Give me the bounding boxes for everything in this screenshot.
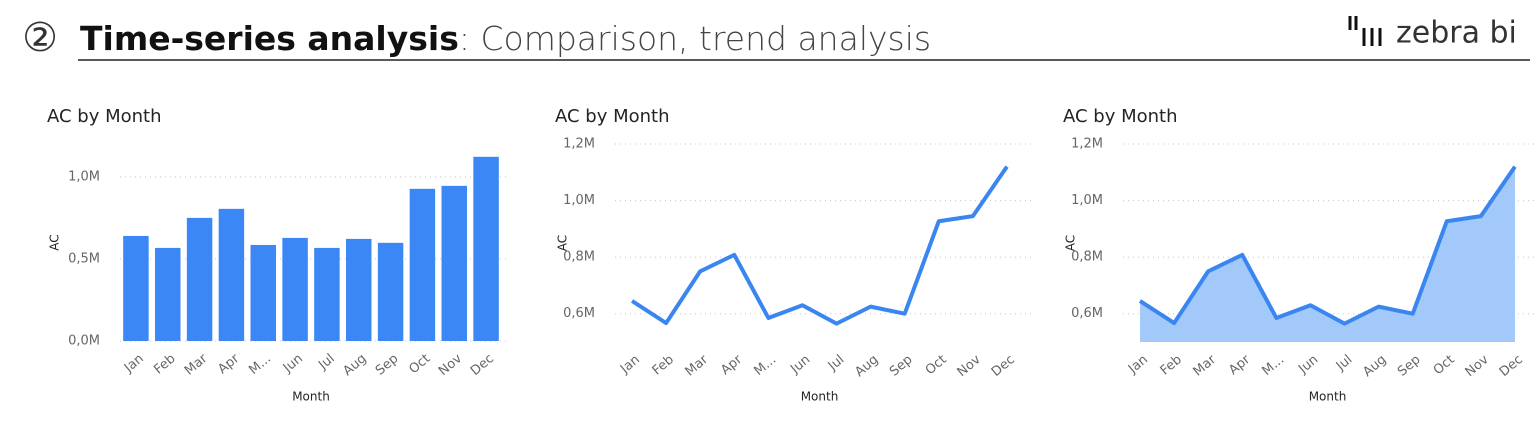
bar [473, 156, 499, 341]
bar [155, 247, 181, 341]
bar [314, 247, 340, 341]
x-tick-label: Apr [718, 352, 745, 378]
bar [346, 238, 372, 341]
logo-icon [1348, 16, 1382, 46]
bar [218, 208, 245, 341]
x-tick-label: Mar [1191, 352, 1220, 380]
bar [123, 235, 149, 341]
y-tick-label: 1,0M [1071, 193, 1103, 208]
x-tick-label: Nov [955, 352, 984, 380]
y-axis-title: AC [48, 234, 62, 250]
bar [441, 185, 467, 341]
x-axis-title: Month [292, 390, 330, 404]
chart-title: AC by Month [47, 106, 162, 127]
x-tick-label: M... [751, 352, 779, 379]
x-tick-label: Mar [182, 351, 211, 379]
x-tick-label: M... [246, 351, 274, 378]
step-number: ② [22, 15, 58, 61]
x-tick-label: Mar [683, 352, 712, 380]
x-tick-label: Sep [1395, 352, 1423, 379]
y-tick-label: 1,0M [68, 169, 100, 184]
y-tick-label: 0,0M [68, 334, 100, 349]
x-tick-label: Oct [406, 351, 433, 377]
x-axis-title: Month [801, 390, 839, 404]
x-tick-label: Jul [315, 351, 337, 373]
x-tick-label: Jun [787, 352, 813, 377]
x-tick-label: Dec [468, 351, 497, 379]
header-subtitle: : Comparison, trend analysis [459, 19, 931, 58]
header-title: Time-series analysis [80, 19, 459, 58]
x-tick-label: Aug [340, 351, 369, 379]
y-tick-label: 0,8M [1071, 250, 1103, 265]
x-tick-label: Nov [436, 351, 465, 379]
x-tick-label: Aug [852, 352, 881, 380]
y-tick-label: 0,6M [1071, 306, 1103, 321]
x-tick-label: Jul [825, 352, 847, 374]
x-tick-label: Oct [923, 352, 950, 378]
x-tick-label: Feb [650, 352, 677, 378]
x-tick-label: Nov [1463, 352, 1492, 380]
x-tick-label: Apr [1226, 352, 1253, 378]
y-tick-label: 0,8M [563, 250, 595, 265]
x-tick-label: Sep [887, 352, 915, 379]
bar [377, 242, 404, 341]
x-tick-label: Jun [280, 351, 306, 376]
x-tick-label: Jan [1125, 352, 1151, 377]
line [1138, 165, 1517, 326]
y-tick-label: 0,6M [563, 306, 595, 321]
y-tick-label: 1,2M [563, 137, 595, 152]
area [1140, 166, 1515, 342]
x-tick-label: Oct [1431, 352, 1458, 378]
bar [186, 217, 213, 341]
chart-title: AC by Month [555, 106, 670, 127]
x-axis-title: Month [1309, 390, 1347, 404]
x-tick-label: Jan [617, 352, 643, 377]
x-tick-label: M... [1259, 352, 1287, 379]
bar [409, 188, 436, 341]
x-tick-label: Jun [1295, 352, 1321, 377]
y-axis-title: AC [1064, 235, 1078, 251]
bar [282, 237, 308, 341]
x-tick-label: Aug [1360, 352, 1389, 380]
header: Time-series analysis: Comparison, trend … [80, 19, 931, 58]
y-tick-label: 1,2M [1071, 137, 1103, 152]
y-axis-title: AC [556, 235, 570, 251]
x-tick-label: Sep [373, 351, 401, 378]
x-tick-label: Apr [215, 351, 242, 377]
line [630, 165, 1009, 326]
x-tick-label: Dec [1497, 352, 1526, 380]
x-tick-label: Feb [1158, 352, 1185, 378]
x-tick-label: Dec [989, 352, 1018, 380]
y-tick-label: 0,5M [68, 251, 100, 266]
y-tick-label: 1,0M [563, 193, 595, 208]
x-tick-label: Jan [121, 351, 147, 376]
bar [250, 244, 276, 341]
chart-title: AC by Month [1063, 106, 1178, 127]
x-tick-label: Jul [1333, 352, 1355, 374]
logo-text: zebra bi [1396, 16, 1517, 51]
x-tick-label: Feb [151, 351, 178, 377]
